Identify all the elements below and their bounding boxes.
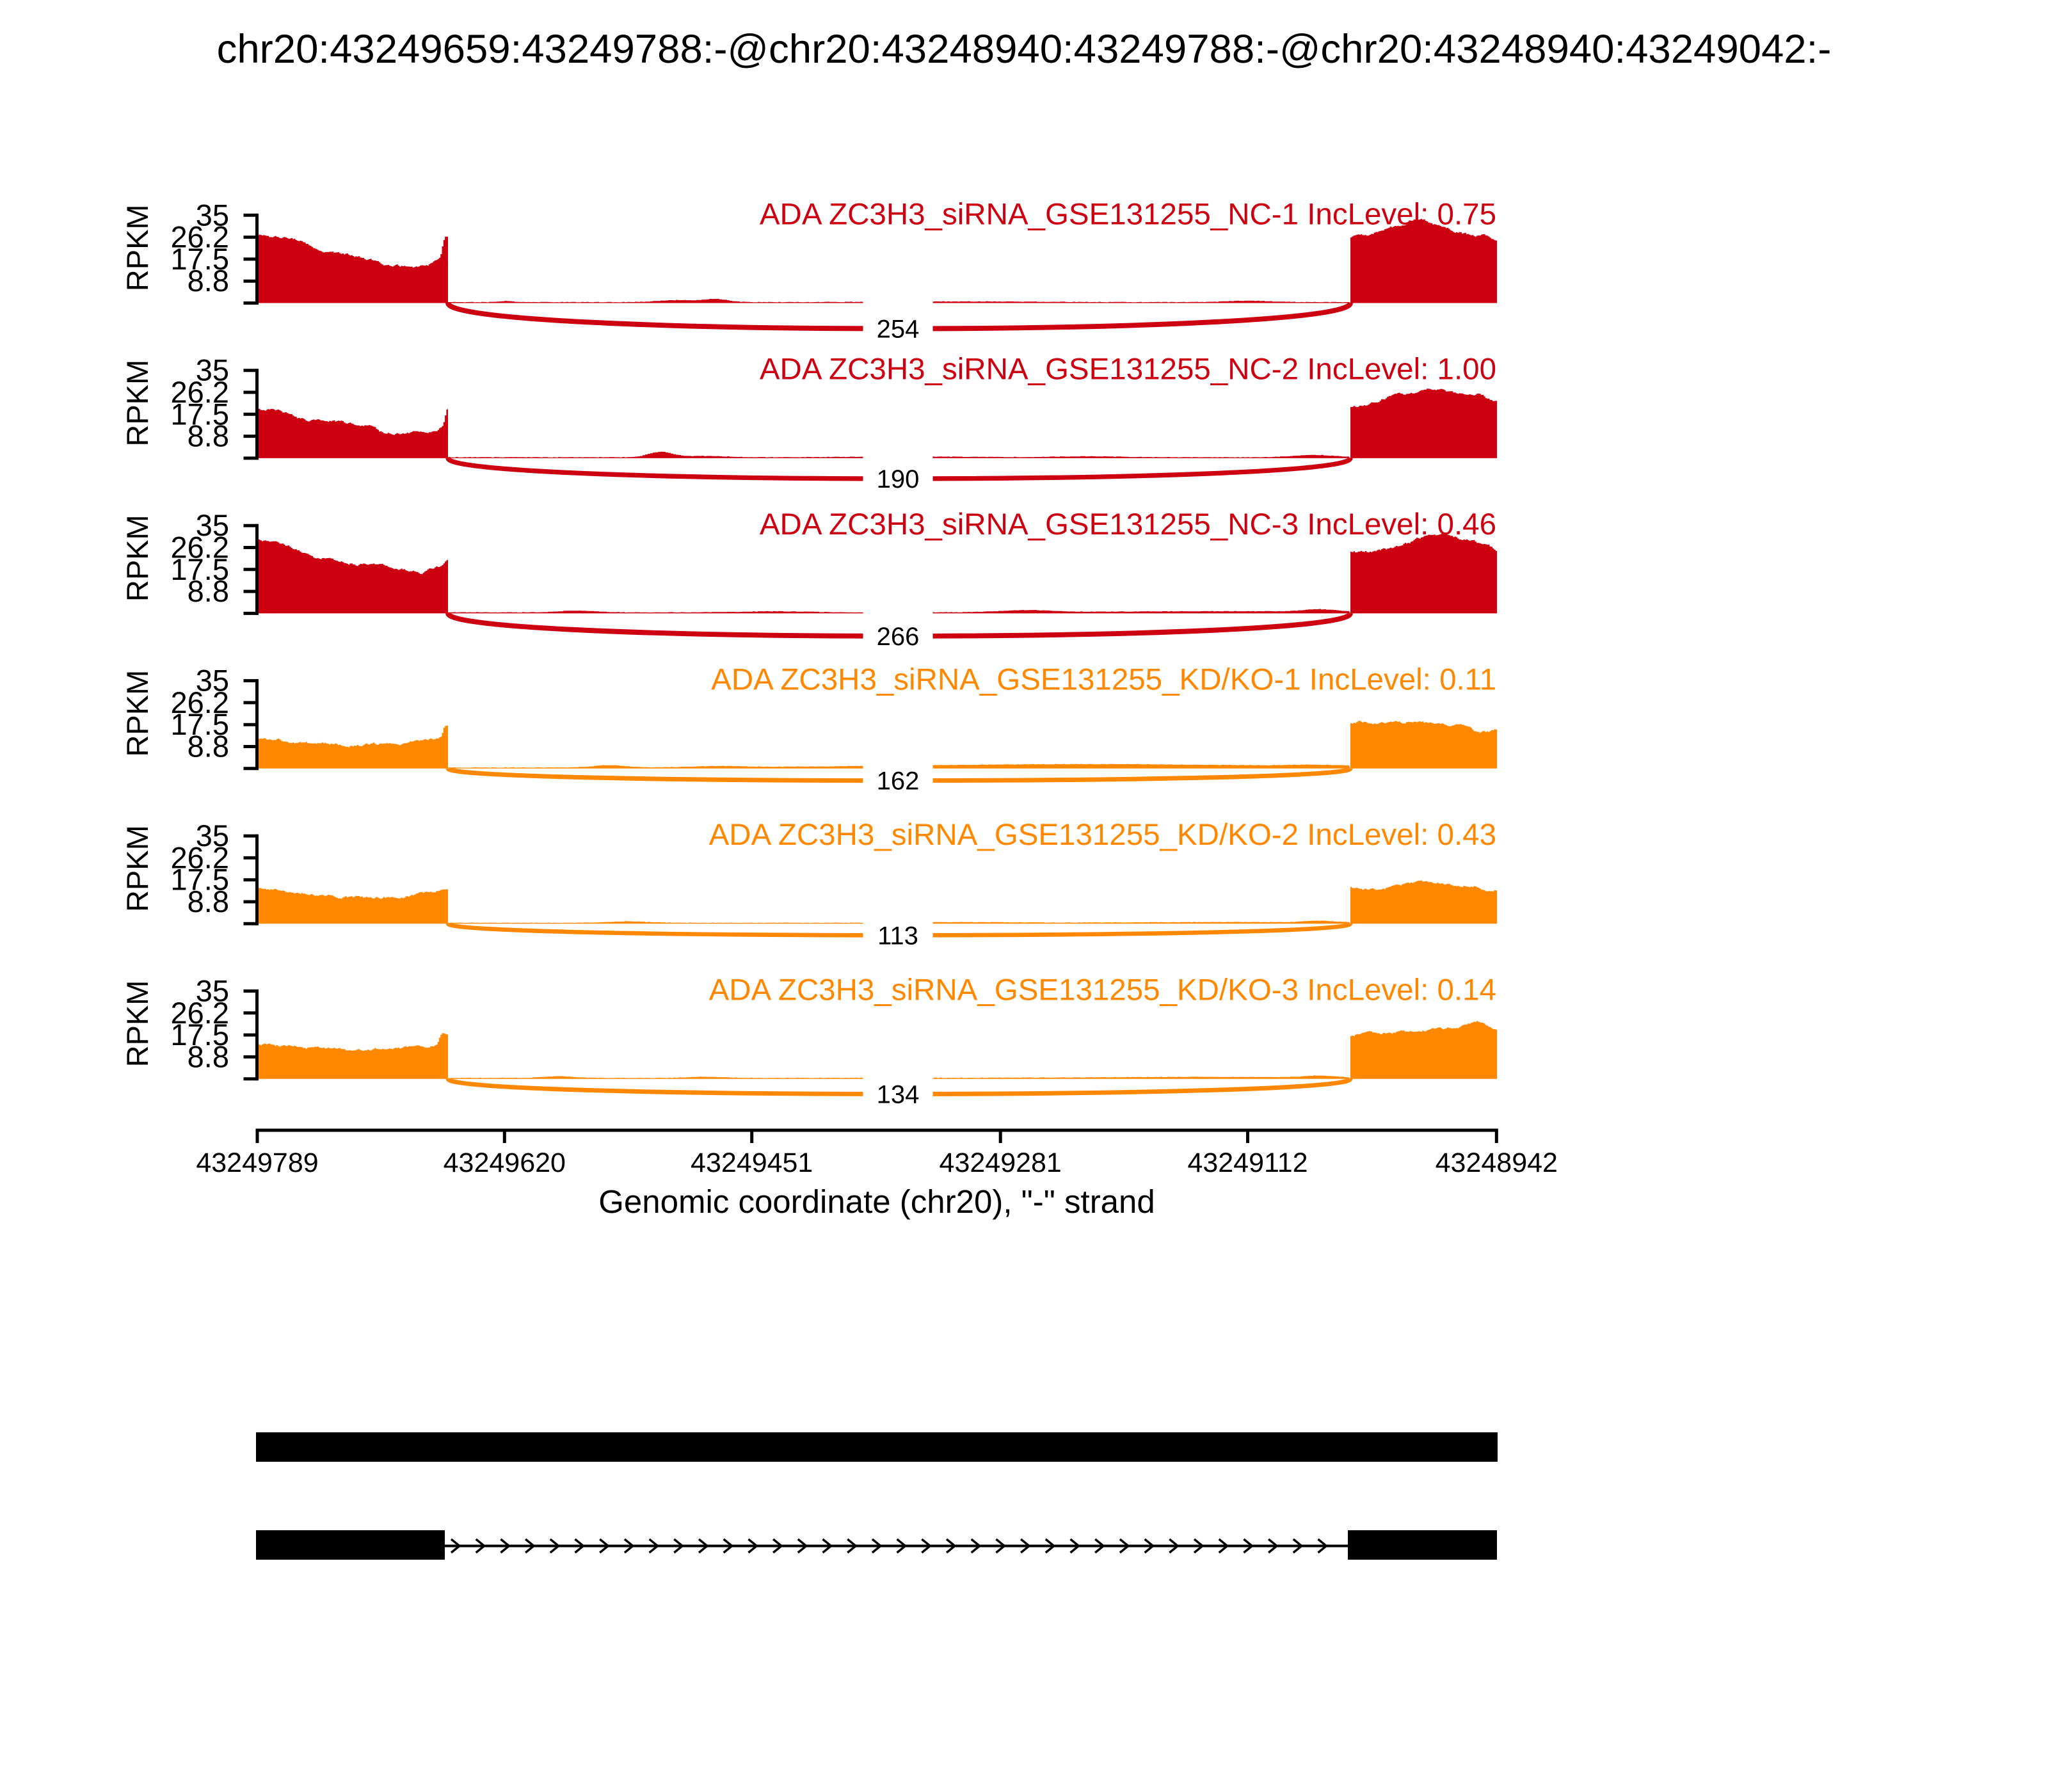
svg-text:35: 35 bbox=[196, 198, 229, 232]
svg-text:43249281: 43249281 bbox=[940, 1148, 1062, 1178]
svg-text:8.8: 8.8 bbox=[188, 730, 229, 764]
svg-text:8.8: 8.8 bbox=[188, 574, 229, 608]
svg-text:17.5: 17.5 bbox=[171, 397, 229, 431]
svg-text:17.5: 17.5 bbox=[171, 242, 229, 276]
svg-text:ADA ZC3H3_siRNA_GSE131255_KD/K: ADA ZC3H3_siRNA_GSE131255_KD/KO-1 IncLev… bbox=[711, 663, 1496, 697]
svg-text:26.2: 26.2 bbox=[171, 375, 229, 409]
svg-text:113: 113 bbox=[877, 922, 918, 950]
svg-text:8.8: 8.8 bbox=[188, 419, 229, 453]
svg-text:35: 35 bbox=[196, 664, 229, 698]
svg-text:ADA ZC3H3_siRNA_GSE131255_NC-2: ADA ZC3H3_siRNA_GSE131255_NC-2 IncLevel:… bbox=[760, 353, 1496, 387]
svg-text:ADA ZC3H3_siRNA_GSE131255_NC-1: ADA ZC3H3_siRNA_GSE131255_NC-1 IncLevel:… bbox=[760, 197, 1496, 231]
svg-text:35: 35 bbox=[196, 819, 229, 852]
svg-text:RPKM: RPKM bbox=[120, 980, 154, 1068]
svg-text:RPKM: RPKM bbox=[120, 204, 154, 291]
svg-text:190: 190 bbox=[877, 465, 920, 493]
svg-text:ADA ZC3H3_siRNA_GSE131255_KD/K: ADA ZC3H3_siRNA_GSE131255_KD/KO-2 IncLev… bbox=[709, 818, 1496, 852]
svg-text:17.5: 17.5 bbox=[171, 1018, 229, 1052]
svg-text:43249112: 43249112 bbox=[1187, 1148, 1308, 1178]
svg-text:134: 134 bbox=[877, 1080, 920, 1108]
svg-text:chr20:43249659:43249788:-@chr2: chr20:43249659:43249788:-@chr20:43248940… bbox=[217, 27, 1832, 72]
svg-text:ADA ZC3H3_siRNA_GSE131255_NC-3: ADA ZC3H3_siRNA_GSE131255_NC-3 IncLevel:… bbox=[760, 508, 1496, 541]
svg-text:43249451: 43249451 bbox=[691, 1148, 813, 1178]
svg-text:35: 35 bbox=[196, 974, 229, 1008]
svg-text:RPKM: RPKM bbox=[120, 825, 154, 912]
svg-text:35: 35 bbox=[196, 508, 229, 542]
svg-text:35: 35 bbox=[196, 353, 229, 387]
svg-text:ADA ZC3H3_siRNA_GSE131255_KD/K: ADA ZC3H3_siRNA_GSE131255_KD/KO-3 IncLev… bbox=[709, 973, 1496, 1007]
svg-text:26.2: 26.2 bbox=[171, 531, 229, 564]
svg-text:17.5: 17.5 bbox=[171, 863, 229, 897]
svg-text:RPKM: RPKM bbox=[120, 515, 154, 602]
svg-text:RPKM: RPKM bbox=[120, 670, 154, 757]
svg-text:8.8: 8.8 bbox=[188, 264, 229, 298]
svg-text:17.5: 17.5 bbox=[171, 707, 229, 741]
svg-text:43249620: 43249620 bbox=[444, 1148, 566, 1178]
svg-text:26.2: 26.2 bbox=[171, 840, 229, 874]
svg-text:RPKM: RPKM bbox=[120, 360, 154, 447]
svg-text:43248942: 43248942 bbox=[1436, 1148, 1558, 1178]
svg-text:26.2: 26.2 bbox=[171, 220, 229, 254]
svg-text:17.5: 17.5 bbox=[171, 552, 229, 586]
svg-text:162: 162 bbox=[877, 767, 920, 796]
svg-text:Genomic coordinate (chr20), "-: Genomic coordinate (chr20), "-" strand bbox=[598, 1183, 1155, 1220]
svg-text:26.2: 26.2 bbox=[171, 996, 229, 1030]
svg-text:254: 254 bbox=[877, 316, 920, 344]
svg-text:266: 266 bbox=[877, 623, 920, 651]
svg-text:26.2: 26.2 bbox=[171, 685, 229, 719]
svg-text:8.8: 8.8 bbox=[188, 1039, 229, 1073]
svg-text:8.8: 8.8 bbox=[188, 884, 229, 918]
svg-text:43249789: 43249789 bbox=[196, 1148, 318, 1178]
